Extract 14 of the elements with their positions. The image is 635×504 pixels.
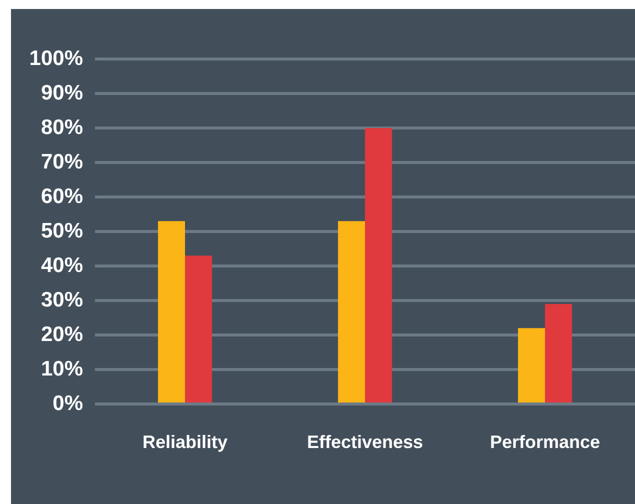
y-tick-label: 100% [29, 46, 84, 70]
y-tick-label: 40% [40, 254, 84, 277]
y-tick-label: 60% [40, 184, 84, 208]
y-tick-label: 80% [40, 116, 84, 139]
x-tick-label: Effectiveness [306, 432, 424, 452]
y-tick-label: 20% [40, 322, 84, 346]
y-tick-label: 30% [40, 288, 84, 312]
y-tick-label: 90% [40, 81, 84, 104]
y-tick-label: 0% [52, 392, 84, 415]
y-tick-label: 10% [40, 357, 84, 380]
x-tick-label: Performance [490, 432, 600, 452]
y-tick-label: 70% [40, 150, 84, 174]
x-tick-label: Reliability [142, 432, 228, 452]
y-tick-label: 50% [40, 219, 84, 242]
